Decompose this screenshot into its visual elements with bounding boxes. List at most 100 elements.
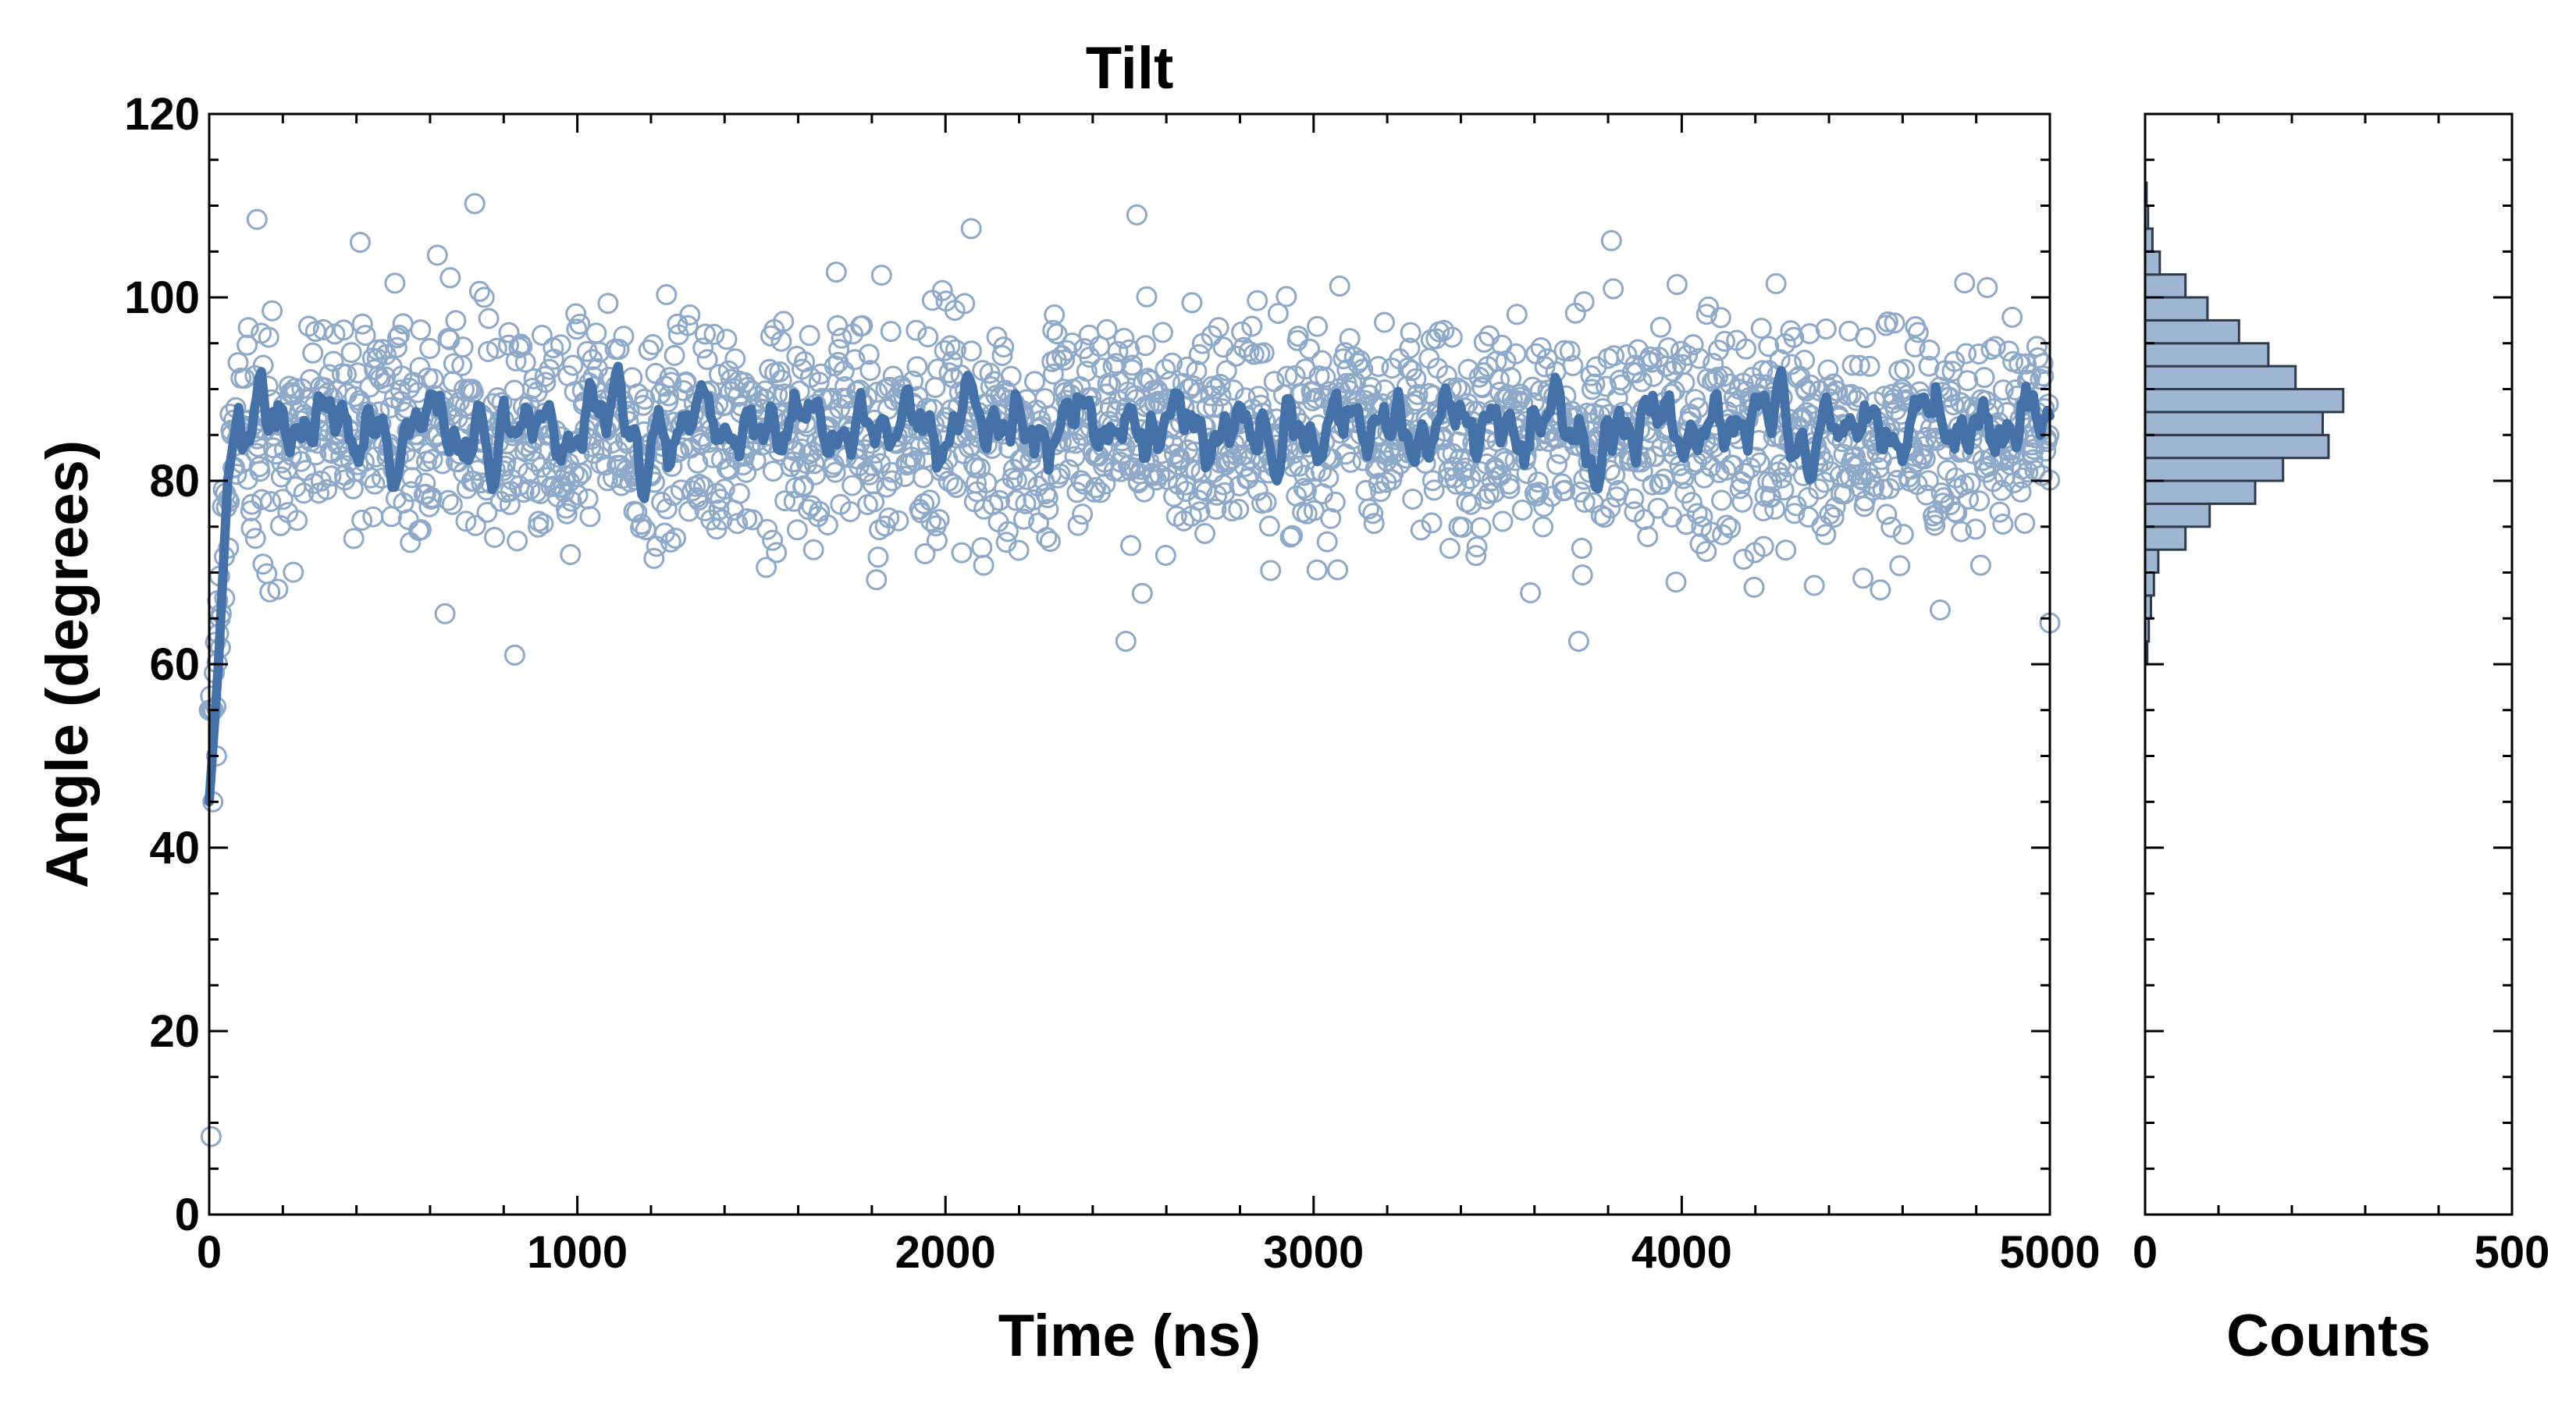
scatter-point bbox=[1817, 359, 1839, 381]
scatter-point bbox=[1697, 368, 1718, 389]
scatter-point bbox=[1410, 519, 1432, 541]
scatter-point bbox=[1698, 296, 1720, 318]
scatter-point bbox=[1492, 510, 1514, 532]
scatter-point bbox=[1324, 491, 1346, 513]
scatter-point bbox=[638, 340, 660, 361]
scatter-point bbox=[762, 529, 784, 551]
scatter-point bbox=[1113, 328, 1135, 349]
scatter-point bbox=[1976, 276, 1998, 298]
scatter-point bbox=[410, 319, 432, 341]
scatter-point bbox=[1998, 340, 2019, 362]
scatter-point bbox=[410, 519, 432, 541]
scatter-point bbox=[878, 507, 900, 529]
scatter-point bbox=[1293, 478, 1315, 500]
scatter-point bbox=[1446, 473, 1468, 495]
scatter-point bbox=[1674, 372, 1695, 393]
scatter-point bbox=[1228, 499, 1250, 520]
main-axis-ticks: 0 1000 2000 3000 4000 5000 0 20 40 60 80 100 120 bbox=[124, 89, 2100, 1278]
scatter-point bbox=[422, 449, 443, 471]
scatter-point bbox=[434, 603, 456, 624]
histogram-bar bbox=[2144, 457, 2285, 482]
scatter-point bbox=[1215, 360, 1237, 382]
scatter-point bbox=[1642, 365, 1664, 387]
scatter-point bbox=[799, 325, 820, 347]
scatter-point bbox=[1688, 347, 1710, 369]
scatter-point bbox=[866, 382, 888, 403]
scatter-point bbox=[1855, 327, 1877, 349]
x-tick-label: 1000 bbox=[527, 1227, 628, 1278]
scatter-point bbox=[1067, 514, 1089, 536]
scatter-point bbox=[834, 375, 856, 397]
scatter-point bbox=[1136, 286, 1158, 308]
scatter-point bbox=[320, 465, 342, 487]
scatter-point bbox=[1276, 286, 1297, 308]
scatter-point bbox=[2016, 353, 2037, 375]
scatter-point bbox=[920, 510, 941, 532]
scatter-point bbox=[1107, 340, 1129, 362]
scatter-point bbox=[1716, 514, 1738, 536]
scatter-point bbox=[439, 267, 461, 289]
scatter-point bbox=[591, 439, 613, 461]
scatter-point bbox=[1714, 330, 1735, 352]
scatter-point bbox=[525, 450, 546, 472]
scatter-point bbox=[240, 518, 262, 539]
scatter-point bbox=[808, 372, 830, 393]
scatter-point bbox=[1610, 374, 1632, 396]
histogram-bar bbox=[2144, 525, 2187, 551]
scatter-point bbox=[938, 362, 960, 384]
histogram-bar bbox=[2144, 502, 2211, 528]
scatter-point bbox=[774, 490, 796, 512]
scatter-point bbox=[1306, 559, 1328, 581]
scatter-point bbox=[839, 501, 861, 522]
scatter-point bbox=[1023, 489, 1044, 510]
scatter-point bbox=[906, 319, 927, 341]
scatter-point bbox=[1573, 291, 1595, 313]
scatter-point bbox=[1441, 326, 1463, 348]
scatter-point bbox=[1024, 371, 1045, 393]
scatter-point bbox=[1649, 316, 1671, 338]
scatter-point bbox=[340, 342, 362, 364]
scatter-point bbox=[817, 514, 838, 535]
scatter-point bbox=[1941, 361, 1963, 382]
scatter-point bbox=[1058, 459, 1080, 481]
scatter-point bbox=[858, 343, 880, 365]
scatter-point bbox=[1918, 355, 1940, 377]
x-tick-label: 5000 bbox=[1999, 1227, 2100, 1278]
scatter-point bbox=[532, 513, 554, 535]
scatter-point bbox=[1133, 481, 1155, 503]
scatter-point bbox=[1784, 503, 1806, 525]
scatter-point bbox=[1465, 545, 1487, 567]
scatter-point bbox=[1005, 469, 1027, 491]
scatter-point bbox=[1764, 498, 1786, 520]
scatter-point bbox=[1194, 523, 1215, 544]
histogram-bar bbox=[2144, 250, 2161, 276]
scatter-point bbox=[888, 510, 909, 532]
scatter-point bbox=[1688, 397, 1710, 419]
scatter-point bbox=[333, 319, 354, 341]
scatter-point bbox=[384, 272, 406, 294]
scatter-point bbox=[1791, 407, 1813, 429]
scatter-point bbox=[498, 322, 520, 343]
scatter-point bbox=[696, 349, 718, 371]
scatter-point bbox=[1989, 501, 2011, 523]
scatter-point bbox=[1253, 342, 1275, 364]
scatter-point bbox=[1914, 448, 1936, 470]
scatter-point bbox=[1731, 491, 1753, 513]
scatter-point bbox=[1156, 461, 1178, 482]
scatter-point bbox=[1134, 335, 1156, 357]
scatter-point bbox=[1209, 373, 1231, 395]
scatter-point bbox=[1247, 290, 1268, 311]
scatter-point bbox=[260, 491, 282, 512]
scatter-point bbox=[1054, 349, 1076, 371]
scatter-point bbox=[1340, 451, 1361, 473]
scatter-point bbox=[1735, 338, 1757, 360]
scatter-point bbox=[1163, 486, 1185, 507]
scatter-point bbox=[1562, 354, 1584, 376]
scatter-point bbox=[931, 279, 953, 301]
scatter-point bbox=[1695, 541, 1717, 562]
scatter-point bbox=[531, 325, 553, 346]
scatter-point bbox=[1631, 461, 1653, 482]
running-average-path bbox=[205, 361, 2055, 807]
histogram-bar bbox=[2144, 388, 2345, 414]
